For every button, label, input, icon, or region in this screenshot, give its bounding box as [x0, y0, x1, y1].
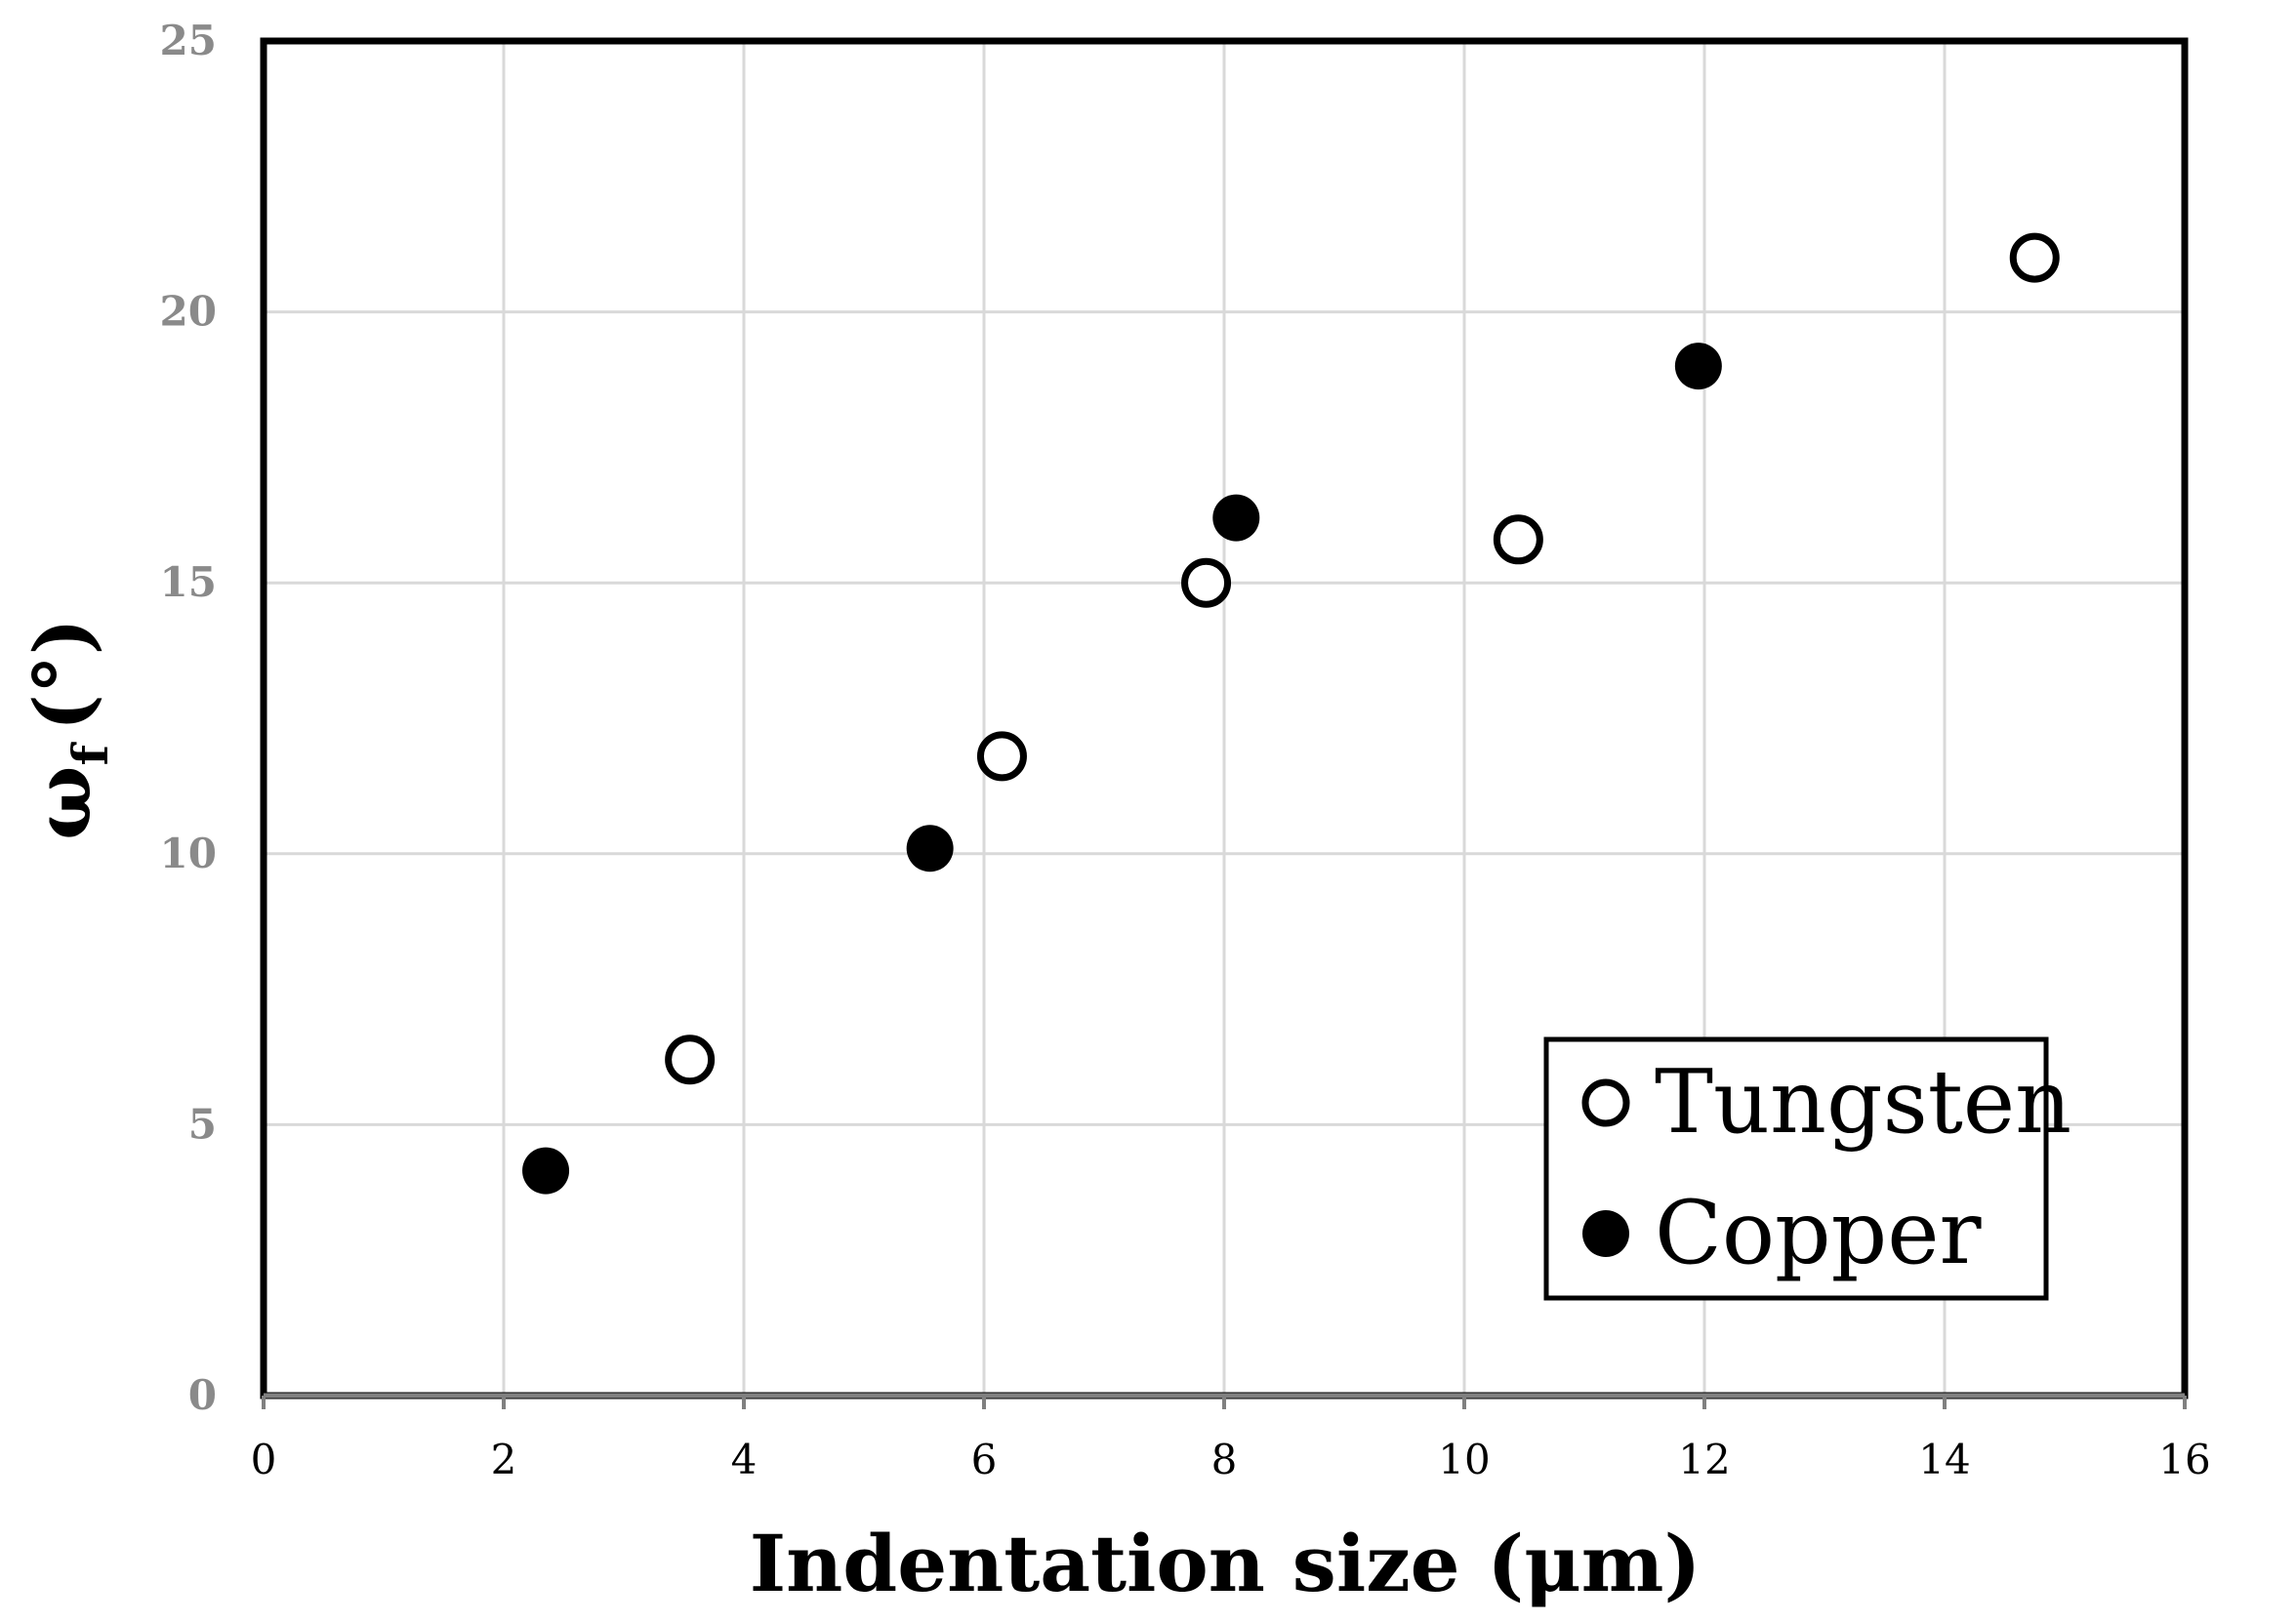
- y-tick-label: 5: [188, 1100, 217, 1148]
- y-tick-label: 20: [160, 288, 217, 336]
- grid: [264, 41, 2185, 1396]
- y-tick-label: 10: [160, 830, 217, 877]
- x-tick-label: 14: [1918, 1436, 1970, 1483]
- point-tungsten: [665, 1035, 716, 1085]
- x-tick-label: 12: [1678, 1436, 1730, 1483]
- legend-label-copper: Copper: [1655, 1182, 1983, 1284]
- point-tungsten: [1493, 514, 1543, 565]
- y-axis-label-subscript: f: [62, 742, 119, 766]
- x-axis-label: Indentation size (μm): [750, 1518, 1702, 1609]
- x-tick-label: 2: [491, 1436, 517, 1483]
- data-points: [522, 232, 2060, 1195]
- legend-box: [1543, 1036, 2049, 1301]
- point-copper: [906, 825, 954, 872]
- point-copper: [1212, 494, 1260, 542]
- x-tick-label: 8: [1211, 1436, 1238, 1483]
- y-axis-label: ωf (°): [17, 618, 119, 839]
- legend-marker-copper: [1582, 1210, 1629, 1257]
- x-tick-label: 6: [971, 1436, 998, 1483]
- legend-marker-tungsten: [1581, 1078, 1630, 1127]
- y-tick-label: 15: [160, 558, 217, 606]
- x-tick-label: 16: [2158, 1436, 2210, 1483]
- y-tick-label: 25: [160, 17, 217, 64]
- y-axis: 0 5 10 15 20 25: [160, 17, 217, 1419]
- x-tick-label: 4: [731, 1436, 758, 1483]
- point-tungsten: [1181, 557, 1232, 608]
- x-tick-label: 0: [251, 1436, 277, 1483]
- point-copper: [1674, 343, 1722, 390]
- legend: Tungsten Copper: [1543, 1036, 2071, 1301]
- point-copper: [522, 1147, 570, 1195]
- y-axis-label-main: ω: [17, 766, 108, 840]
- y-tick-label: 0: [188, 1371, 217, 1419]
- svg-text:ωf(°): ωf (°): [17, 618, 119, 839]
- point-tungsten: [2009, 232, 2060, 283]
- x-tick-label: 10: [1438, 1436, 1490, 1483]
- y-axis-label-unit: (°): [17, 618, 108, 731]
- point-tungsten: [976, 731, 1027, 782]
- x-axis: 0 2 4 6 8 10 12 14 16: [251, 1393, 2211, 1483]
- legend-label-tungsten: Tungsten: [1655, 1051, 2071, 1154]
